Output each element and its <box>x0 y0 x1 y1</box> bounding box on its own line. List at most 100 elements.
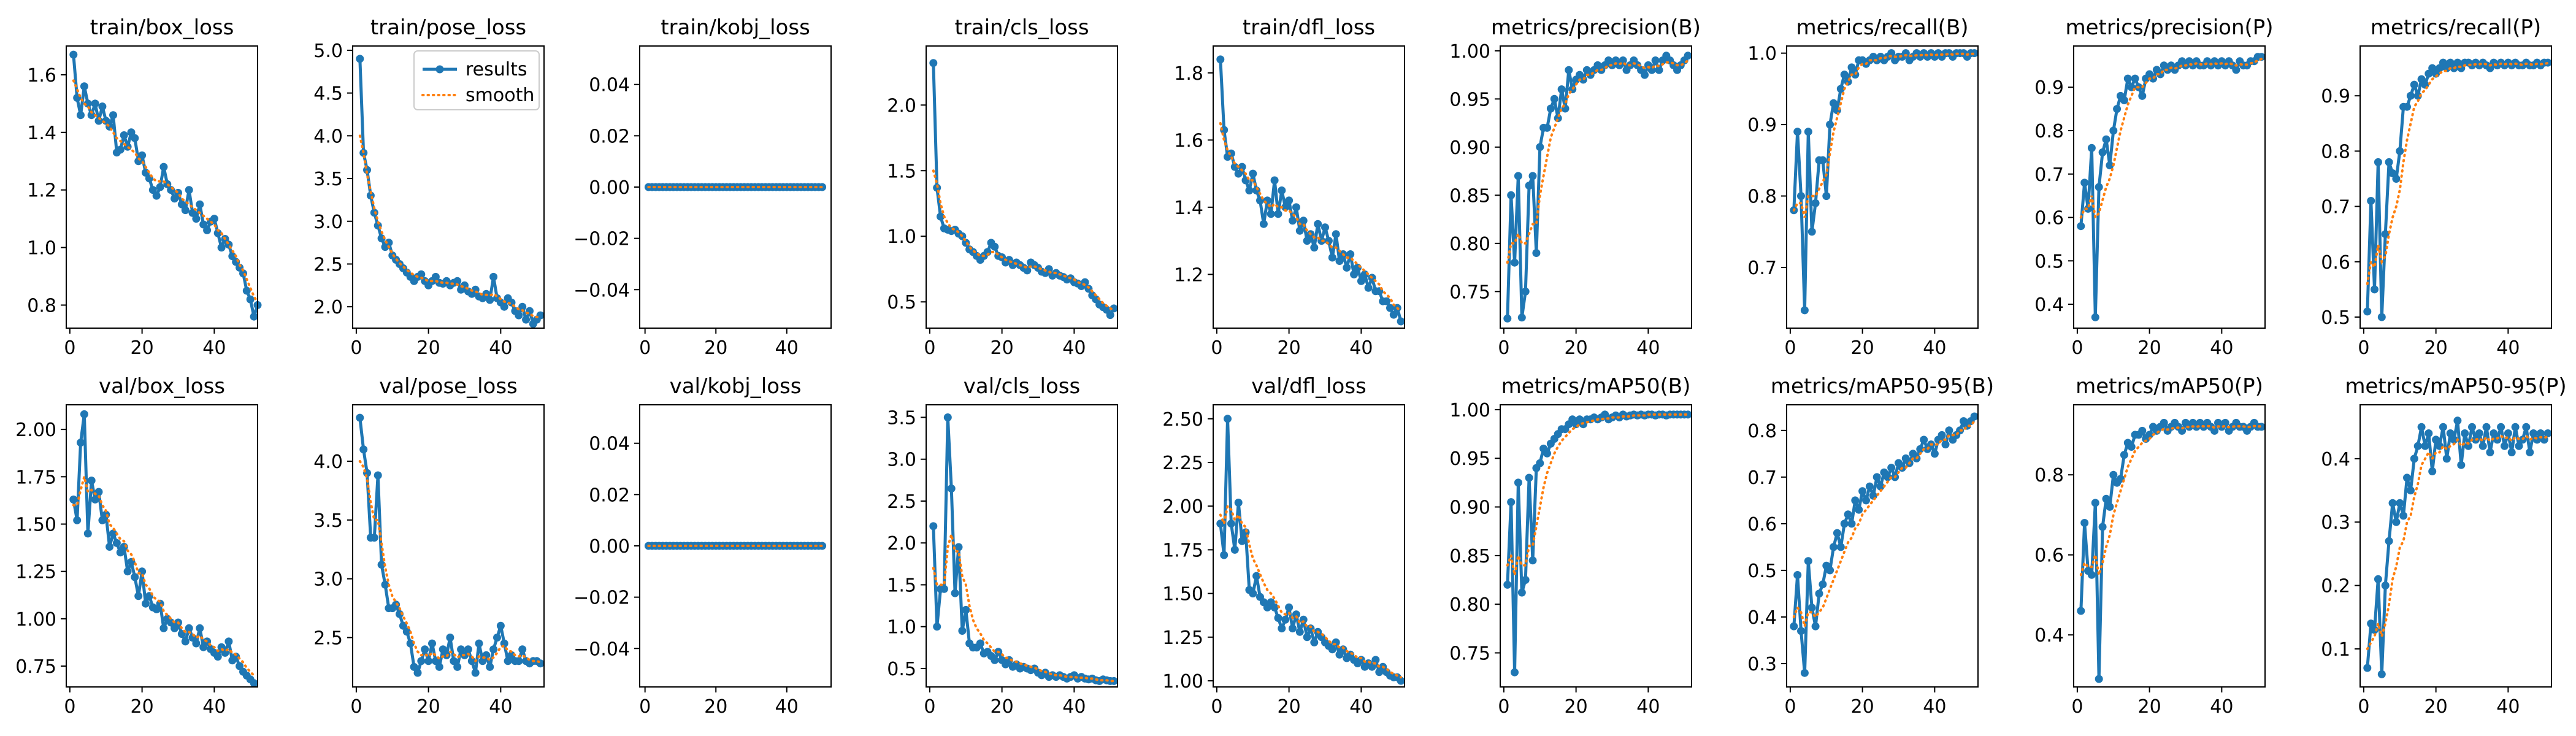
y-tick-label: 2.00 <box>15 420 56 441</box>
chart-title: metrics/mAP50(P) <box>2076 374 2263 399</box>
results-point <box>457 645 466 654</box>
chart-plot: 0 20 40 −0.04 −0.02 0.00 0.02 0.04 <box>573 404 832 718</box>
results-point <box>2080 519 2089 527</box>
results-point <box>152 605 161 613</box>
results-point <box>80 82 88 91</box>
results-point <box>1321 223 1329 232</box>
results-point <box>1514 172 1522 180</box>
axes-frame <box>352 404 545 688</box>
results-point <box>2428 467 2437 475</box>
results-point <box>2377 670 2386 678</box>
axes-frame <box>1786 45 1979 329</box>
x-tick-label: 0 <box>1211 337 1222 359</box>
y-tick-label: 2.0 <box>887 95 916 117</box>
results-point <box>1339 645 1347 654</box>
results-point <box>991 242 999 251</box>
results-point <box>1249 589 1257 598</box>
chart-title: metrics/mAP50(B) <box>1501 374 1691 399</box>
y-tick-label: 0.5 <box>2321 307 2350 329</box>
results-point <box>2417 423 2426 431</box>
results-point <box>504 657 512 665</box>
results-point <box>167 186 175 194</box>
results-point <box>1790 622 1798 631</box>
results-point <box>2381 581 2390 590</box>
y-tick-label: 5.0 <box>313 40 343 62</box>
x-tick-label: 40 <box>2210 696 2233 718</box>
y-tick-label: 0.80 <box>1449 594 1490 616</box>
results-point <box>1310 243 1319 252</box>
chart-plot: 0 20 40 0.1 0.2 0.3 0.4 <box>2321 404 2552 718</box>
y-tick-label: 0.75 <box>15 656 56 678</box>
y-tick-label: −0.04 <box>573 280 630 301</box>
results-point <box>2497 423 2505 431</box>
results-point <box>1270 176 1279 185</box>
results-point <box>2102 494 2110 503</box>
results-point <box>1804 557 1812 565</box>
results-line <box>2366 419 2550 676</box>
smooth-line <box>1219 504 1403 679</box>
results-point <box>2109 126 2118 135</box>
results-point <box>1227 149 1235 158</box>
results-point <box>1532 249 1541 257</box>
results-point <box>2413 442 2422 450</box>
results-point <box>431 657 440 665</box>
results-point <box>937 212 945 221</box>
axes-frame <box>2359 45 2552 329</box>
results-point <box>1887 464 1896 472</box>
results-point <box>2095 183 2103 191</box>
results-point <box>929 59 938 67</box>
results-point <box>1844 77 1852 86</box>
axes-frame <box>352 45 545 329</box>
results-point <box>453 662 462 671</box>
smooth-line <box>1792 52 1976 218</box>
results-point <box>1106 311 1114 320</box>
results-point <box>2098 148 2107 156</box>
results-point <box>1245 186 1254 194</box>
results-point <box>224 637 233 646</box>
x-tick-label: 40 <box>2496 337 2520 359</box>
results-point <box>159 624 168 632</box>
results-point <box>1543 449 1551 458</box>
results-point <box>424 657 433 665</box>
y-tick-label: 1.8 <box>1174 63 1203 85</box>
results-point <box>439 645 447 654</box>
results-point <box>2123 74 2132 83</box>
y-tick-label: 0.90 <box>1449 137 1490 159</box>
results-point <box>1517 588 1526 597</box>
results-point <box>933 623 941 631</box>
chart-plot: 0 20 40 1.2 1.4 1.6 1.8 <box>1174 45 1405 359</box>
results-point <box>2106 502 2114 511</box>
results-point <box>1292 203 1300 212</box>
y-tick-label: 0.7 <box>2034 164 2064 186</box>
results-point <box>109 529 117 538</box>
results-point <box>1285 196 1294 205</box>
results-point <box>1252 572 1261 580</box>
chart-panel: train/pose_loss 0 20 40 2.0 2.5 3.0 3.5 4.0 4.5 5.… <box>313 15 545 359</box>
results-point <box>1525 182 1533 190</box>
results-point <box>1314 220 1322 228</box>
smooth-line <box>1506 413 1690 575</box>
results-point <box>1916 445 1925 453</box>
results-point <box>1655 66 1663 74</box>
y-tick-label: 0.75 <box>1449 643 1490 664</box>
results-point <box>2396 147 2404 155</box>
results-point <box>94 488 103 496</box>
chart-plot: 0 20 40 2.0 2.5 3.0 3.5 4.0 4.5 5.0 results smooth <box>313 40 545 359</box>
results-point <box>1346 250 1355 258</box>
results-point <box>196 200 204 209</box>
results-point <box>947 485 956 493</box>
results-point <box>1941 440 1950 449</box>
results-point <box>446 634 454 642</box>
results-point <box>1800 669 1809 677</box>
chart-plot: 0 20 40 0.3 0.4 0.5 0.6 0.7 0.8 <box>1747 404 1979 718</box>
chart-title: metrics/precision(B) <box>1491 15 1701 40</box>
results-point <box>377 561 386 569</box>
results-point <box>1289 217 1297 225</box>
results-point <box>2493 435 2502 444</box>
results-line <box>932 63 1116 317</box>
results-point <box>496 621 505 630</box>
results-point <box>1847 519 1856 528</box>
y-tick-label: 0.4 <box>2321 449 2350 470</box>
smooth-line <box>2079 424 2263 577</box>
results-point <box>2504 429 2512 437</box>
